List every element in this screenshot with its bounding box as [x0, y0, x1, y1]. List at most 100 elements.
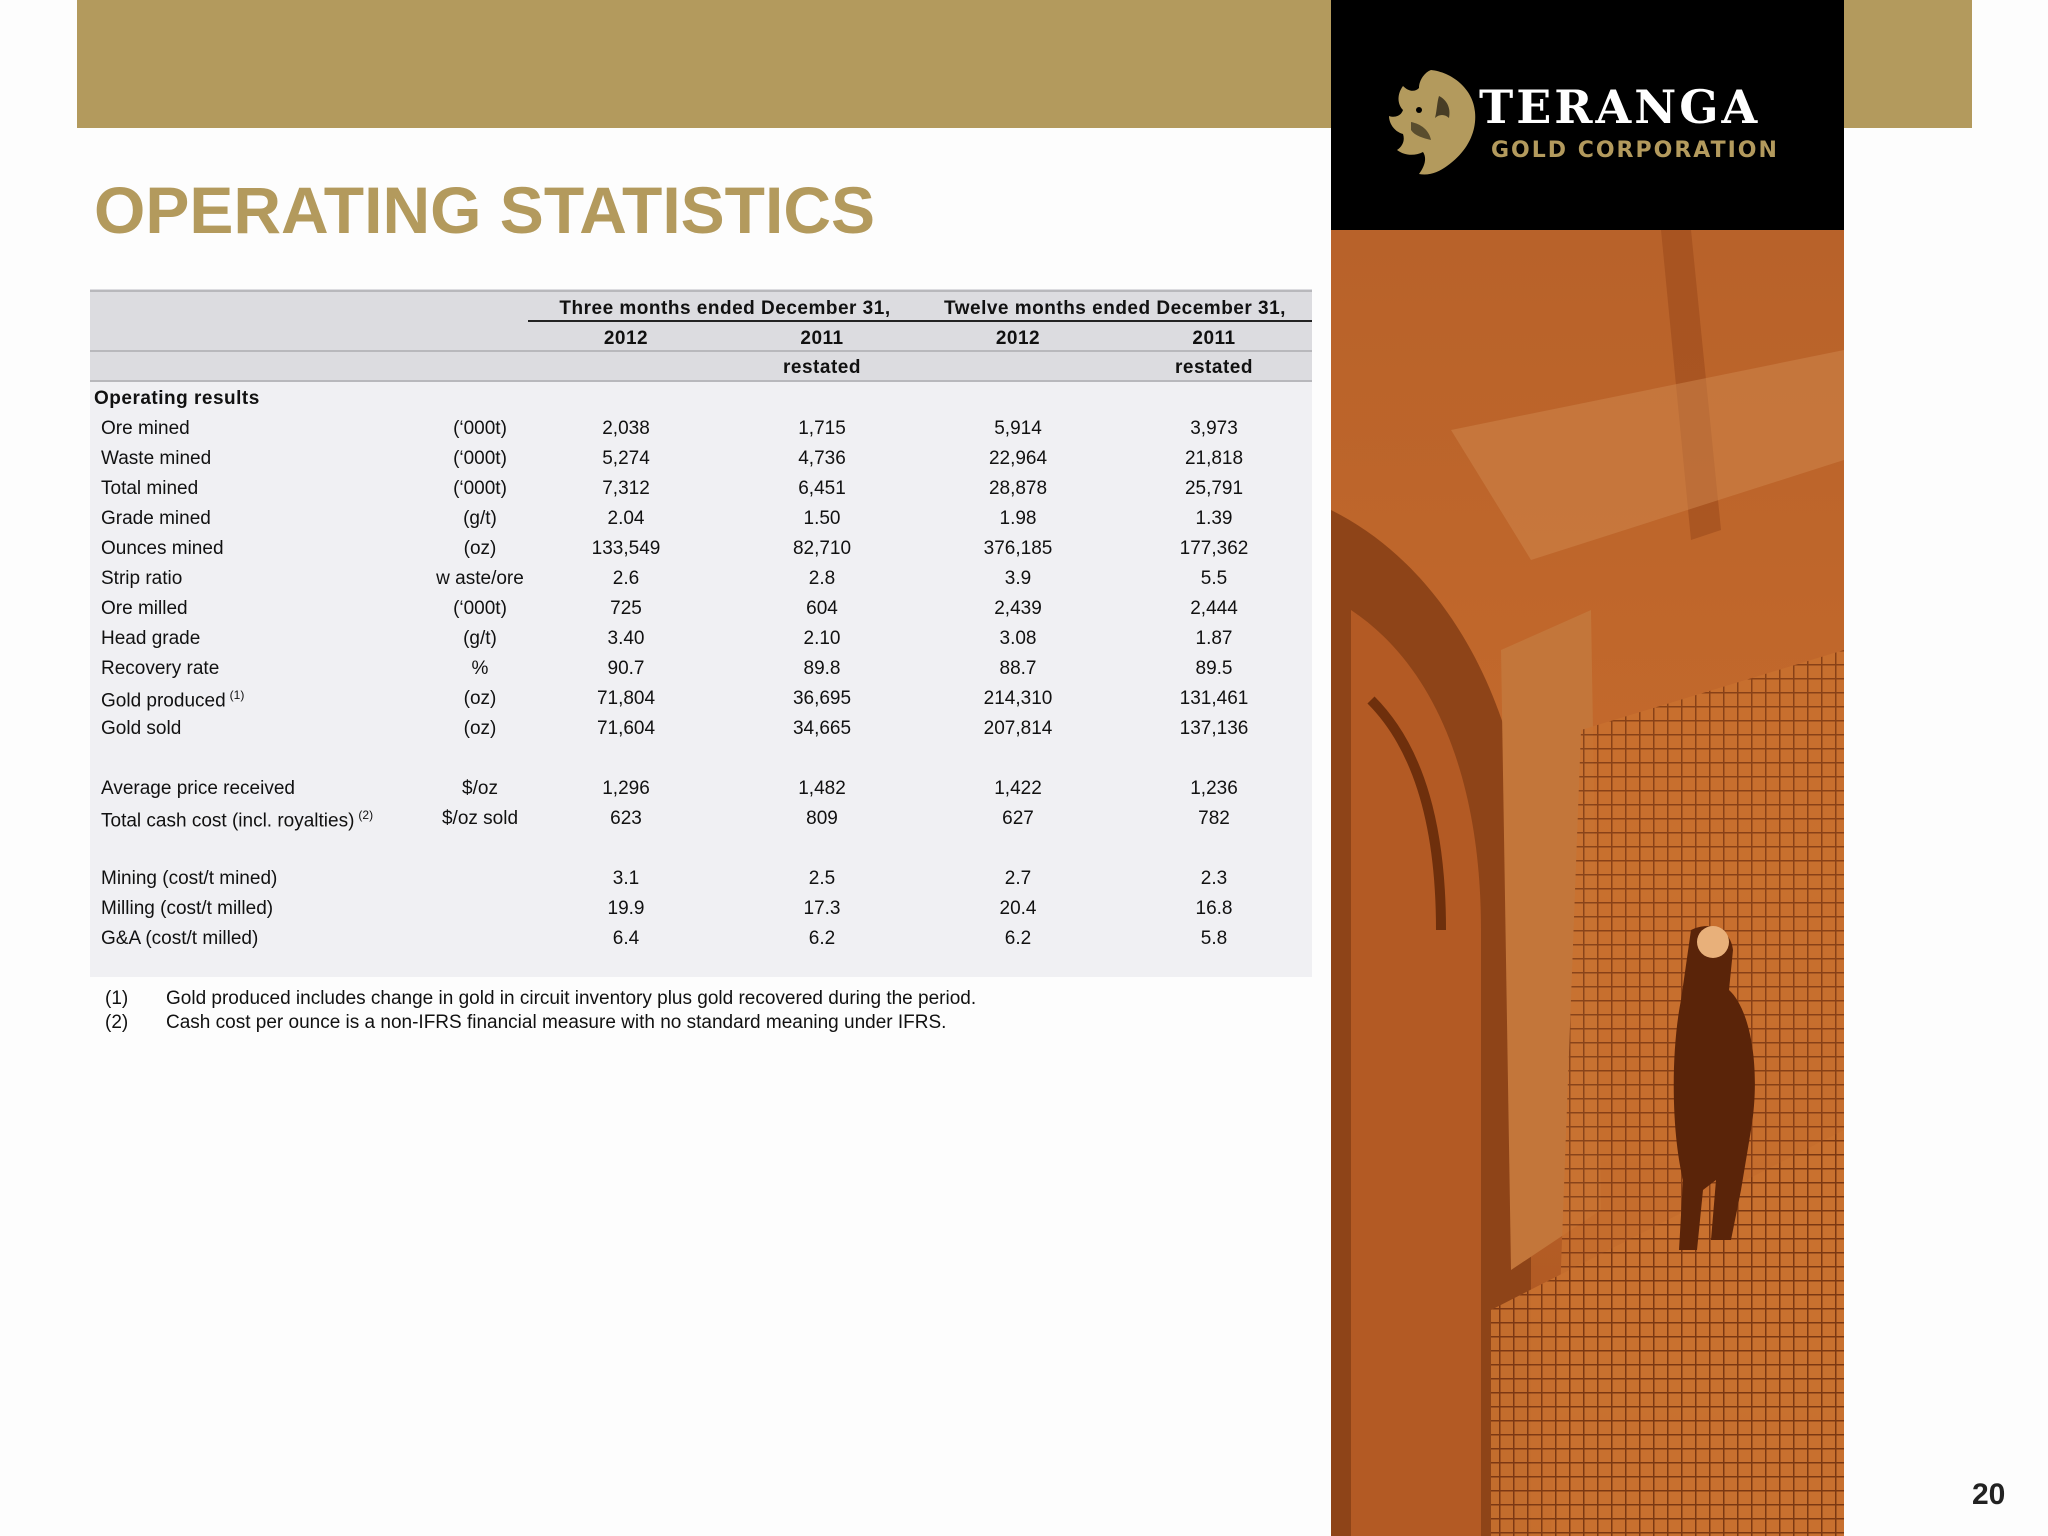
table-cell: 71,604 [596, 718, 656, 739]
table-cell: 3.08 [999, 628, 1037, 649]
year-header: 2011 [800, 328, 844, 349]
table-cell: 177,362 [1179, 538, 1249, 559]
table-cell: 1,715 [798, 418, 846, 439]
statistics-table [90, 289, 1312, 977]
table-cell: 1,296 [602, 778, 650, 799]
table-cell: 133,549 [591, 538, 661, 559]
row-label: Total cash cost (incl. royalties) (2) [101, 808, 374, 832]
row-unit: w aste/ore [436, 568, 524, 589]
row-label: Waste mined [101, 448, 212, 469]
year-header: 2011 [1192, 328, 1236, 349]
footnote-marker: (1) [105, 988, 129, 1009]
table-cell: 2.8 [808, 568, 836, 589]
row-label: Ore milled [101, 598, 188, 619]
table-cell: 214,310 [983, 688, 1053, 709]
row-unit: (oz) [463, 538, 497, 559]
table-cell: 82,710 [792, 538, 852, 559]
logo-name: TERANGA [1479, 80, 1761, 134]
row-label: Milling (cost/t milled) [101, 898, 274, 919]
table-cell: 2.04 [607, 508, 645, 529]
table-cell: 627 [1002, 808, 1034, 829]
table-cell: 207,814 [983, 718, 1053, 739]
table-cell: 2.7 [1004, 868, 1032, 889]
table-cell: 1,236 [1190, 778, 1238, 799]
table-cell: 90.7 [607, 658, 645, 679]
row-label: Ore mined [101, 418, 190, 439]
table-cell: 21,818 [1184, 448, 1244, 469]
table-cell: 20.4 [999, 898, 1037, 919]
page-title: OPERATING STATISTICS [94, 173, 876, 247]
row-unit: (oz) [463, 718, 497, 739]
table-cell: 2,439 [994, 598, 1042, 619]
table-cell: 2.10 [803, 628, 841, 649]
logo-subtitle: GOLD CORPORATION [1491, 138, 1779, 163]
page-number: 20 [1972, 1478, 2006, 1511]
table-cell: 1.98 [999, 508, 1037, 529]
table-cell: 1,422 [994, 778, 1042, 799]
table-cell: 137,136 [1179, 718, 1249, 739]
table-cell: 1.39 [1195, 508, 1233, 529]
row-unit: (‘000t) [453, 448, 507, 469]
row-unit: % [471, 658, 489, 679]
table-cell: 1.50 [803, 508, 841, 529]
restated-label: restated [783, 357, 861, 378]
table-cell: 25,791 [1184, 478, 1244, 499]
group-header: Three months ended December 31, [559, 298, 891, 319]
divider [90, 350, 1312, 352]
divider [90, 380, 1312, 382]
table-cell: 2,038 [602, 418, 650, 439]
table-cell: 22,964 [988, 448, 1048, 469]
row-unit: $/oz sold [441, 808, 519, 829]
table-cell: 809 [806, 808, 838, 829]
row-label: Grade mined [101, 508, 211, 529]
footnote-text: Gold produced includes change in gold in… [166, 988, 977, 1009]
table-cell: 5.5 [1200, 568, 1228, 589]
row-unit: (g/t) [463, 628, 497, 649]
table-cell: 2,444 [1190, 598, 1238, 619]
table-cell: 623 [610, 808, 642, 829]
table-cell: 34,665 [792, 718, 852, 739]
row-label: Total mined [101, 478, 199, 499]
table-cell: 1,482 [798, 778, 846, 799]
lion-head-icon [1389, 70, 1476, 175]
table-cell: 19.9 [607, 898, 645, 919]
footnote-ref: (2) [358, 808, 374, 822]
table-cell: 376,185 [983, 538, 1053, 559]
section-label: Operating results [94, 388, 260, 409]
table-cell: 89.5 [1195, 658, 1233, 679]
year-header: 2012 [603, 328, 649, 349]
row-label: Gold sold [101, 718, 182, 739]
row-unit: (‘000t) [453, 598, 507, 619]
table-cell: 28,878 [988, 478, 1048, 499]
year-header: 2012 [995, 328, 1041, 349]
table-cell: 3.40 [607, 628, 645, 649]
table-cell: 5.8 [1200, 928, 1228, 949]
group-header: Twelve months ended December 31, [944, 298, 1286, 319]
table-cell: 1.87 [1195, 628, 1233, 649]
table-cell: 5,274 [602, 448, 650, 469]
divider [90, 290, 1312, 292]
row-label: Strip ratio [101, 568, 183, 589]
table-cell: 71,804 [596, 688, 656, 709]
table-cell: 3,973 [1190, 418, 1238, 439]
row-unit: (‘000t) [453, 478, 507, 499]
row-label: Ounces mined [101, 538, 224, 559]
table-cell: 16.8 [1195, 898, 1233, 919]
row-unit: (oz) [463, 688, 497, 709]
row-label: Gold produced (1) [101, 688, 245, 712]
table-cell: 2.3 [1200, 868, 1228, 889]
mill-photo [1331, 230, 1844, 1536]
row-unit: (g/t) [463, 508, 497, 529]
row-label: Mining (cost/t mined) [101, 868, 278, 889]
table-cell: 782 [1198, 808, 1230, 829]
logo: TERANGA GOLD CORPORATION [1331, 0, 1844, 230]
row-unit: $/oz [462, 778, 498, 799]
table-cell: 725 [610, 598, 642, 619]
table-cell: 6.4 [612, 928, 640, 949]
table-cell: 5,914 [994, 418, 1042, 439]
table-cell: 6.2 [808, 928, 836, 949]
table-cell: 6.2 [1004, 928, 1032, 949]
table-cell: 4,736 [798, 448, 846, 469]
row-label: Recovery rate [101, 658, 220, 679]
divider [528, 320, 1312, 322]
